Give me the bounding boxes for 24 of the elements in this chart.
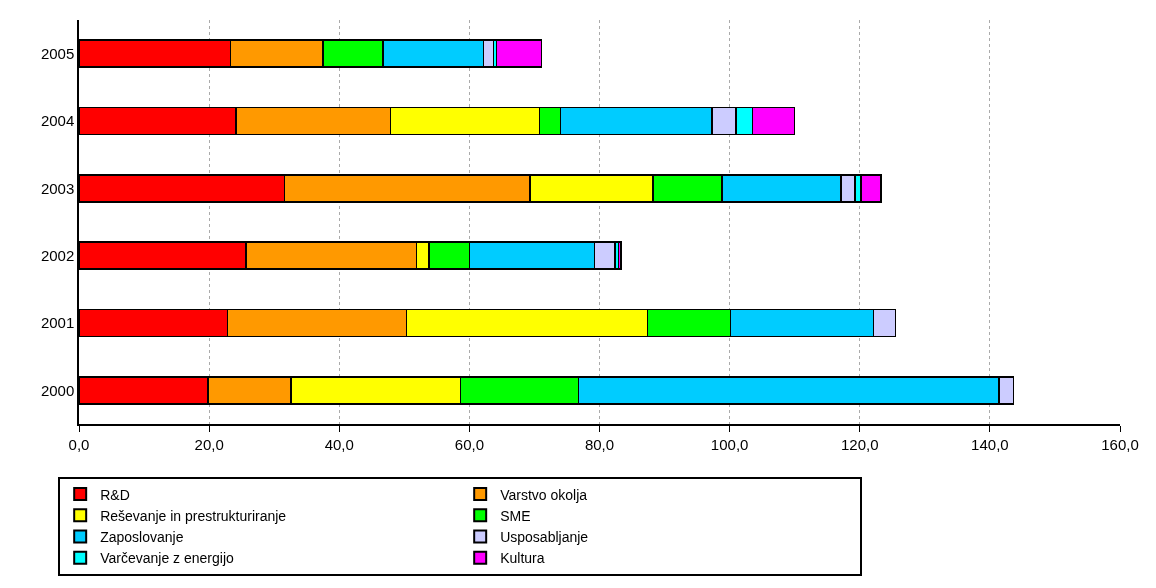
x-tick-label: 160,0: [1101, 435, 1139, 453]
legend-label: Usposabljanje: [500, 528, 589, 545]
x-tick-label: 80,0: [584, 435, 615, 453]
y-tick-label: 2003: [40, 179, 75, 197]
legend-label: Varčevanje z energijo: [100, 550, 234, 567]
y-tick-label: 2004: [40, 112, 75, 130]
x-tick-label: 0,0: [68, 435, 90, 453]
x-tick-label: 60,0: [454, 435, 484, 453]
legend-label: Varstvo okolja: [500, 486, 588, 503]
y-tick-label: 2000: [40, 381, 75, 399]
bar: [495, 39, 543, 68]
y-tick-label: 2001: [40, 314, 75, 332]
legend-label: SME: [500, 507, 531, 524]
x-tick-label: 20,0: [194, 435, 224, 453]
x-tick-label: 140,0: [971, 435, 1009, 453]
legend-label: Reševanje in prestrukturiranje: [100, 507, 287, 524]
y-tick-label: 2005: [40, 44, 75, 62]
legend-label: Kultura: [500, 550, 545, 567]
y-tick-label: 2002: [40, 246, 75, 264]
legend-label: Zaposlovanje: [100, 528, 184, 545]
x-tick-label: 40,0: [324, 435, 354, 453]
x-tick-label: 120,0: [840, 435, 879, 453]
x-tick-label: 100,0: [710, 435, 749, 453]
legend-label: R&D: [100, 486, 130, 503]
